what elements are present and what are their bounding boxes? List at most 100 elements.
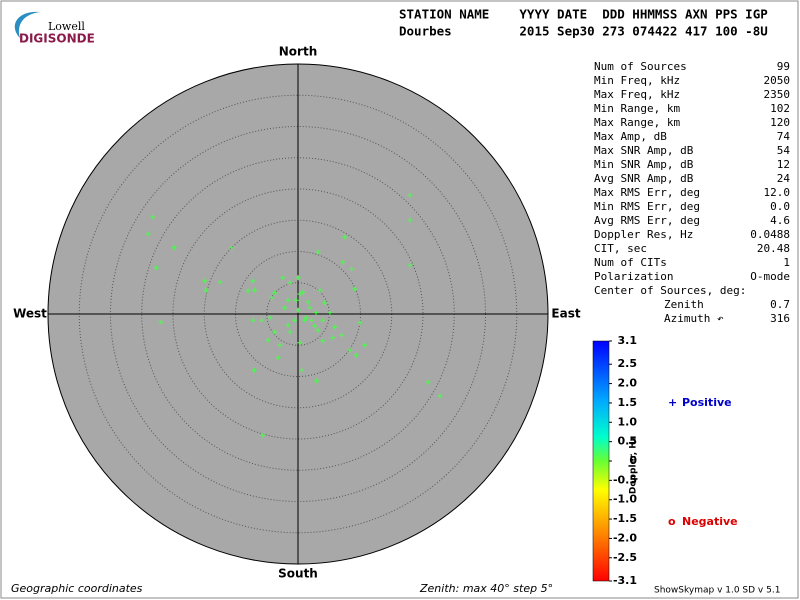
source-point (309, 317, 315, 323)
source-point (339, 332, 345, 338)
stat-section: Center of Sources, deg: (594, 284, 746, 297)
stat-label: Avg RMS Err, deg (594, 214, 700, 227)
compass-label: West (13, 307, 47, 321)
source-point (269, 295, 275, 301)
source-point (320, 317, 326, 323)
colorbar-tick-label: 1.5 (618, 396, 638, 409)
source-point (315, 249, 321, 255)
colorbar-tick-label: -1.5 (613, 512, 637, 525)
legend-symbol: o (668, 515, 676, 528)
colorbar-tick-label: -2.5 (613, 551, 637, 564)
legend-label: Positive (682, 396, 732, 409)
source-point (340, 259, 346, 265)
source-point (250, 278, 256, 284)
source-point (317, 287, 323, 293)
source-point (327, 310, 333, 316)
source-point (437, 393, 443, 399)
source-point (352, 286, 358, 292)
source-point (259, 317, 265, 323)
colorbar-tick-label: 2.0 (618, 377, 638, 390)
stat-value: 12 (777, 158, 790, 171)
stat-label: Max Freq, kHz (594, 88, 680, 101)
colorbar-tick-label: -0.5 (613, 473, 637, 486)
source-point (272, 290, 278, 296)
source-point (295, 307, 301, 313)
logo-swoosh (14, 11, 40, 38)
source-point (277, 342, 283, 348)
compass-label: North (279, 45, 317, 59)
source-point (171, 245, 177, 251)
legend-label: Negative (682, 515, 738, 528)
stat-value: 74 (777, 130, 791, 143)
colorbar-tick-label: 0 (629, 454, 637, 467)
colorbar-tick-label: 1.0 (618, 415, 638, 428)
source-point (158, 319, 164, 325)
stat-value: 0.7 (770, 298, 790, 311)
stat-value: 54 (777, 144, 791, 157)
source-point (407, 262, 413, 268)
source-point (285, 297, 291, 303)
stat-label: Doppler Res, Hz (594, 228, 693, 241)
source-point (252, 287, 258, 293)
source-point (202, 278, 208, 284)
stat-label: Min Freq, kHz (594, 74, 680, 87)
source-point (265, 337, 271, 343)
source-point (250, 317, 256, 323)
stat-label: Min SNR Amp, dB (594, 158, 694, 171)
source-point (349, 266, 355, 272)
source-point (287, 280, 293, 286)
stat-label: Min RMS Err, deg (594, 200, 700, 213)
source-point (293, 297, 299, 303)
source-point (407, 217, 413, 223)
stat-label: Max RMS Err, deg (594, 186, 700, 199)
logo: Lowell DIGISONDE (14, 11, 95, 46)
stat-value: 20.48 (757, 242, 790, 255)
stat-label: Max SNR Amp, dB (594, 144, 694, 157)
source-point (322, 300, 328, 306)
stat-value: 102 (770, 102, 790, 115)
stat-label: Azimuth ↶ (664, 312, 724, 325)
source-point (342, 234, 348, 240)
source-point (287, 329, 293, 335)
header-line: Dourbes 2015 Sep30 273 074422 417 100 -8… (399, 24, 768, 39)
stat-label: CIT, sec (594, 242, 647, 255)
source-point (145, 231, 151, 237)
source-point (315, 327, 321, 333)
source-point (260, 432, 266, 438)
stat-label: Min Range, km (594, 102, 680, 115)
source-point (362, 342, 368, 348)
stat-label: Max Range, km (594, 116, 680, 129)
stat-value: 12.0 (764, 186, 791, 199)
source-point (299, 367, 305, 373)
source-point (203, 287, 209, 293)
source-point (280, 275, 286, 281)
source-point (295, 275, 301, 281)
stat-value: 2350 (764, 88, 791, 101)
stat-label: Max Amp, dB (594, 130, 667, 143)
source-point (267, 315, 273, 321)
source-point (313, 310, 319, 316)
header-line: STATION NAME YYYY DATE DDD HHMMSS AXN PP… (399, 7, 768, 22)
source-point (407, 192, 413, 198)
stat-label: Num of Sources (594, 60, 687, 73)
source-point (153, 265, 159, 271)
stat-value: 0.0 (770, 200, 790, 213)
source-point (320, 338, 326, 344)
colorbar-tick-label: 3.1 (618, 334, 638, 347)
source-point (297, 291, 303, 297)
compass-label: South (278, 567, 318, 581)
stat-value: 2050 (764, 74, 791, 87)
stat-value: 316 (770, 312, 790, 325)
colorbar-label: Doppler, Hz (629, 436, 639, 494)
source-point (217, 279, 223, 285)
stat-value: 4.6 (770, 214, 790, 227)
footer-left: Geographic coordinates (11, 582, 143, 595)
footer-center: Zenith: max 40° step 5° (419, 582, 553, 595)
legend-symbol: + (668, 396, 677, 409)
source-point (307, 305, 313, 311)
stat-value: 120 (770, 116, 790, 129)
skymap-plot (47, 63, 549, 565)
stat-value: 24 (777, 172, 791, 185)
colorbar-tick-label: 2.5 (618, 357, 638, 370)
